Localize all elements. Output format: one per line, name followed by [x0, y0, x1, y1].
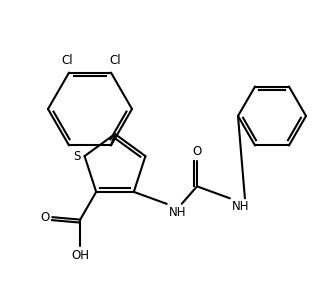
Text: NH: NH: [169, 206, 186, 219]
Text: NH: NH: [232, 200, 249, 213]
Text: S: S: [73, 150, 80, 163]
Text: O: O: [40, 211, 49, 224]
Text: Cl: Cl: [61, 54, 73, 67]
Text: Cl: Cl: [109, 54, 121, 67]
Text: OH: OH: [71, 249, 89, 262]
Text: O: O: [192, 145, 202, 158]
